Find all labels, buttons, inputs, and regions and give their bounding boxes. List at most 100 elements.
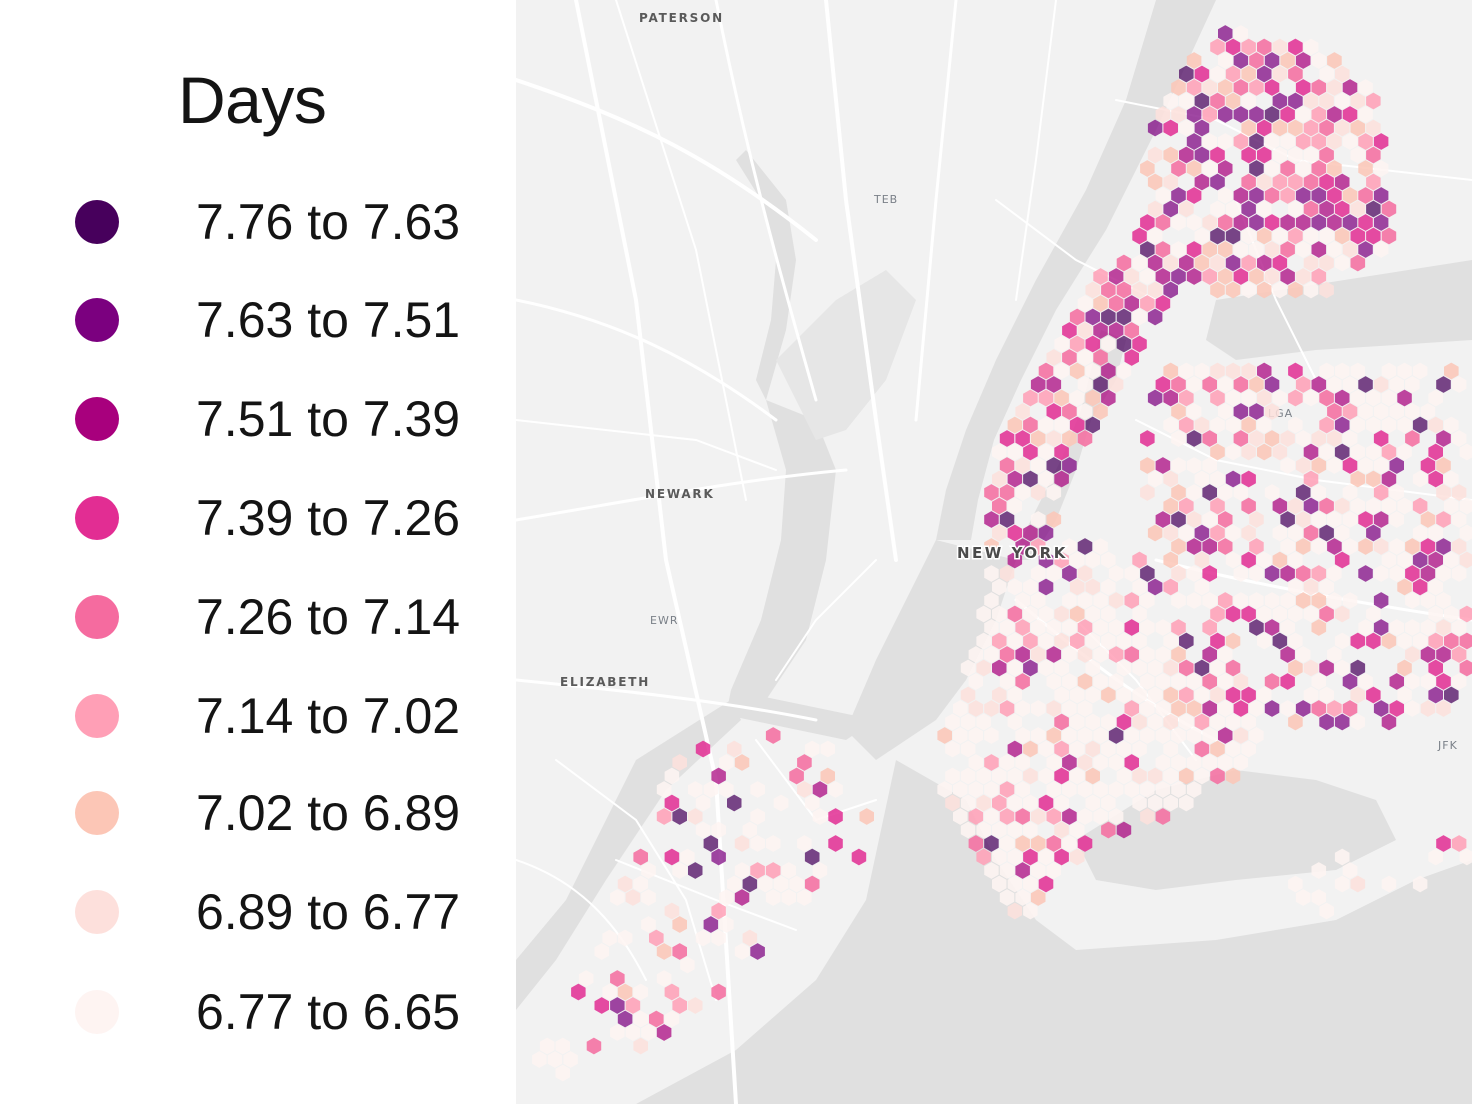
hex-bin xyxy=(984,808,999,825)
hex-bin xyxy=(859,808,874,825)
hex-bin xyxy=(1085,281,1100,299)
hex-bin xyxy=(1405,700,1420,717)
hex-bin xyxy=(1085,740,1100,758)
newark-bay xyxy=(731,400,836,700)
hex-bin xyxy=(1381,875,1397,893)
hex-bin xyxy=(1155,619,1171,636)
hex-bin xyxy=(1147,794,1163,812)
hex-bin xyxy=(1054,767,1069,785)
hex-bin xyxy=(1015,700,1030,717)
hex-bin xyxy=(1077,835,1093,852)
hex-bin xyxy=(1257,551,1272,569)
hex-bin xyxy=(984,862,999,879)
hex-bin xyxy=(1069,551,1085,569)
hex-bin xyxy=(1171,565,1186,582)
hex-bin xyxy=(1319,416,1334,434)
hex-bin xyxy=(1334,659,1350,677)
hex-bin xyxy=(1272,254,1288,272)
hex-bin xyxy=(1163,173,1178,191)
hex-bin xyxy=(812,808,828,825)
hex-bin xyxy=(1327,160,1342,177)
hex-bin xyxy=(1334,848,1350,866)
hex-bin xyxy=(1381,362,1397,380)
hex-bin xyxy=(1264,160,1280,177)
hex-bin xyxy=(1381,713,1397,731)
hex-bin xyxy=(1257,38,1272,56)
hex-bin xyxy=(1023,740,1038,758)
hex-bin xyxy=(1179,362,1194,380)
hex-bin xyxy=(1054,848,1069,866)
hex-bin xyxy=(1225,470,1241,488)
hex-bin xyxy=(672,997,687,1014)
hex-bin xyxy=(1163,794,1178,812)
hex-bin xyxy=(937,781,952,798)
hex-bin xyxy=(1210,38,1225,56)
hex-bin xyxy=(1451,835,1467,852)
legend-label: 7.63 to 7.51 xyxy=(196,292,461,348)
hex-bin xyxy=(1264,565,1280,582)
hex-bin xyxy=(1202,268,1217,285)
hex-bin xyxy=(976,659,991,677)
hex-bin xyxy=(1280,106,1295,123)
hex-bin xyxy=(1023,578,1038,596)
hex-bin xyxy=(999,754,1015,771)
hex-bin xyxy=(1311,160,1327,177)
hex-bin xyxy=(1171,241,1186,258)
hex-bin xyxy=(1451,673,1467,690)
hex-bin xyxy=(1412,524,1428,542)
hex-bin xyxy=(1015,484,1030,501)
hex-bin xyxy=(1171,214,1186,231)
hex-bin xyxy=(1077,727,1093,744)
hex-bin xyxy=(750,862,765,879)
hex-bin xyxy=(1257,389,1272,407)
hex-bin xyxy=(1319,146,1334,164)
hex-bin xyxy=(1342,673,1358,690)
hex-bin xyxy=(1311,430,1327,447)
map-canvas[interactable]: PATERSON NEWARK ELIZABETH TEB EWR LGA JF… xyxy=(516,0,1472,1104)
hex-bin xyxy=(1054,362,1069,380)
hex-bin xyxy=(1062,727,1077,744)
hex-bin xyxy=(1327,187,1342,204)
hex-bin xyxy=(1249,79,1264,96)
hex-bin xyxy=(1007,848,1023,866)
hex-bin xyxy=(1038,578,1054,596)
hex-bin xyxy=(555,1037,570,1055)
hex-bin xyxy=(1171,673,1186,690)
hex-bin xyxy=(1373,241,1389,258)
hex-bin xyxy=(1210,632,1225,650)
hex-bin xyxy=(1054,659,1069,677)
hex-bin xyxy=(1288,281,1303,299)
hex-bin xyxy=(1023,821,1038,839)
hex-bin xyxy=(1007,524,1023,542)
hex-bin xyxy=(1116,713,1132,731)
meadowlands xyxy=(776,270,916,440)
hex-bin xyxy=(1233,727,1249,744)
hex-bin xyxy=(1007,821,1023,839)
hex-bin xyxy=(1264,268,1280,285)
hex-bin xyxy=(1389,673,1404,690)
flushing-bay xyxy=(1206,260,1472,360)
hex-bin xyxy=(773,794,789,812)
hex-bin xyxy=(1288,416,1303,434)
legend-item: 6.89 to 6.77 xyxy=(0,882,516,942)
hex-bin xyxy=(1420,673,1436,690)
hex-bin xyxy=(1428,659,1443,677)
hex-bin xyxy=(1093,349,1108,366)
hex-bin xyxy=(1210,281,1225,299)
hex-bin xyxy=(1373,484,1389,501)
hex-bin xyxy=(1023,389,1038,407)
hex-bin xyxy=(1397,551,1412,569)
hex-bin xyxy=(1210,227,1225,245)
hex-bin xyxy=(1155,457,1171,474)
hex-bin xyxy=(1210,659,1225,677)
hex-bin xyxy=(1295,889,1311,906)
hex-bin xyxy=(1218,511,1233,528)
hex-bin xyxy=(1038,875,1054,893)
hex-bin xyxy=(1436,835,1451,852)
hex-bin xyxy=(1342,79,1358,96)
hex-bin xyxy=(1295,187,1311,204)
hex-bin xyxy=(1225,416,1241,434)
hex-bin xyxy=(1444,416,1459,434)
hex-bin xyxy=(1163,767,1178,785)
hex-bin xyxy=(984,835,999,852)
